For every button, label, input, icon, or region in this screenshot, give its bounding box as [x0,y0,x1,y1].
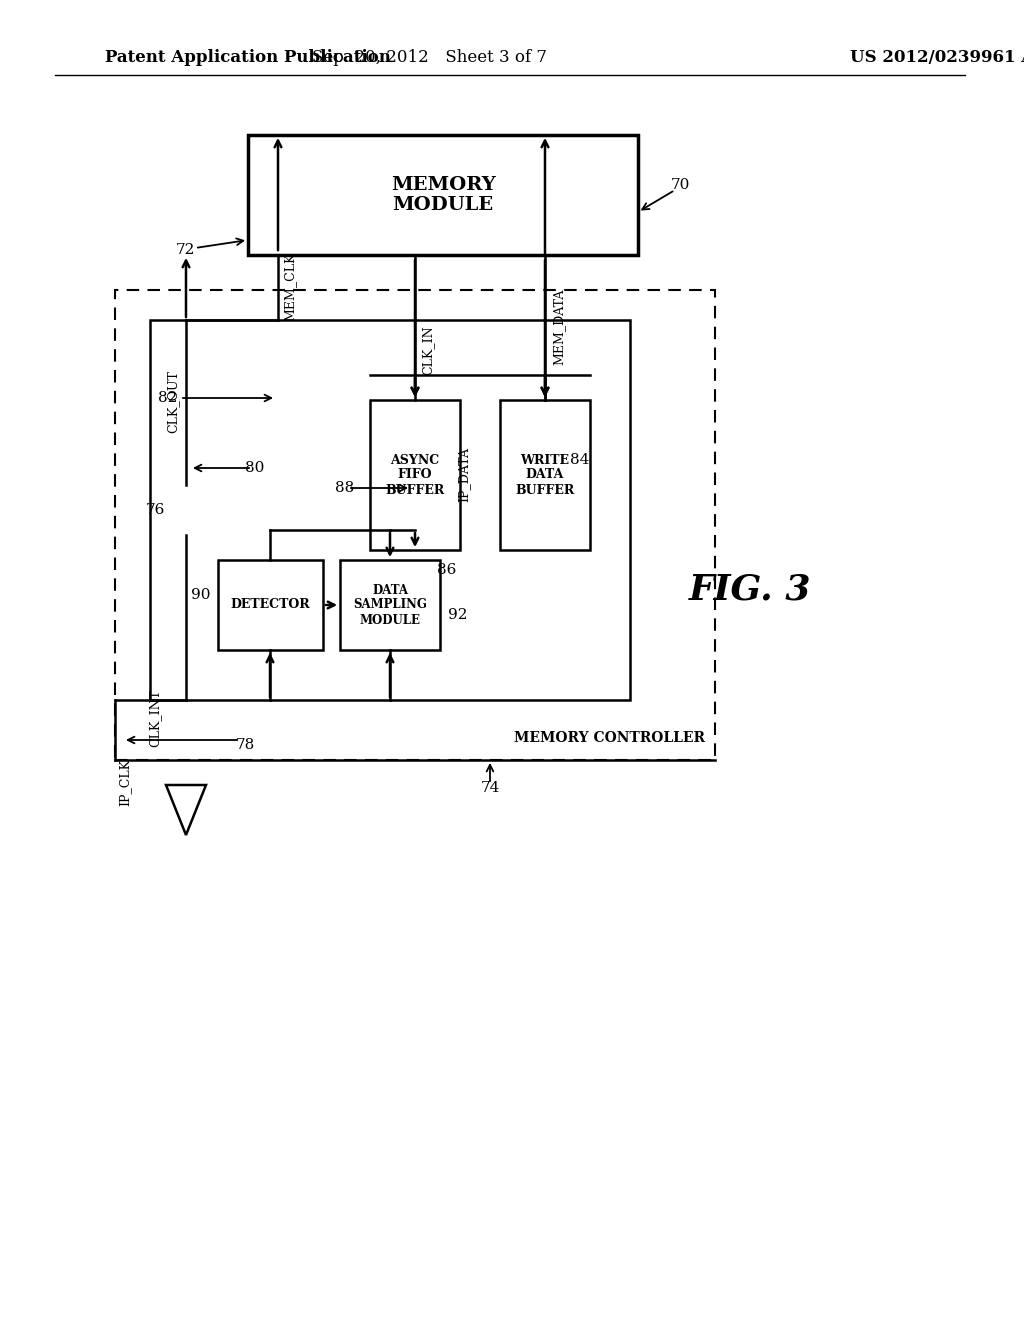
Bar [115,290,715,760]
Text: 70: 70 [671,178,690,191]
Text: CLK_OUT: CLK_OUT [167,371,179,433]
Text: ASYNC
FIFO
BUFFER: ASYNC FIFO BUFFER [385,454,444,496]
Text: 78: 78 [236,738,255,752]
Text: 80: 80 [246,461,264,475]
Bar [340,560,440,649]
Text: CLK_INT: CLK_INT [148,689,162,747]
Text: 92: 92 [449,609,468,622]
Text: IP_CLK: IP_CLK [119,759,131,805]
Text: 74: 74 [480,781,500,795]
Text: MEM_DATA: MEM_DATA [553,289,565,366]
Text: FIG. 3: FIG. 3 [689,573,811,607]
Text: 88: 88 [336,480,354,495]
Text: 72: 72 [175,243,195,257]
Text: MEMORY
MODULE: MEMORY MODULE [390,176,496,214]
Text: 90: 90 [190,587,210,602]
Text: Sep. 20, 2012 Sheet 3 of 7: Sep. 20, 2012 Sheet 3 of 7 [312,49,548,66]
Text: 86: 86 [437,564,457,577]
Text: CLK_IN: CLK_IN [422,325,434,375]
Text: US 2012/0239961 A1: US 2012/0239961 A1 [850,49,1024,66]
Text: IP_DATA: IP_DATA [458,447,470,503]
Text: MEMORY CONTROLLER: MEMORY CONTROLLER [514,731,705,744]
Text: 82: 82 [159,391,178,405]
Text: 76: 76 [145,503,165,517]
Bar [150,319,630,700]
Bar [500,400,590,550]
Text: 84: 84 [570,453,590,467]
Bar [218,560,323,649]
Bar [370,400,460,550]
Text: DATA
SAMPLING
MODULE: DATA SAMPLING MODULE [353,583,427,627]
Text: MEM_CLK: MEM_CLK [284,252,297,321]
Bar [248,135,638,255]
Text: WRITE
DATA
BUFFER: WRITE DATA BUFFER [515,454,574,496]
Text: DETECTOR: DETECTOR [230,598,310,611]
Text: Patent Application Publication: Patent Application Publication [105,49,391,66]
